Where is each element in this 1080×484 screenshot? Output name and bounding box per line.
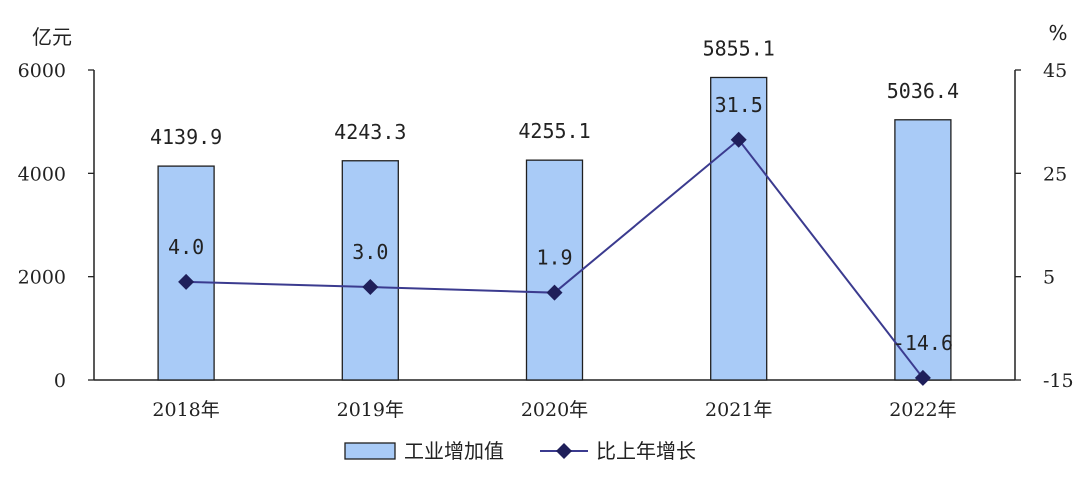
right-ticks: -15 5 25 45 xyxy=(1015,60,1074,392)
growth-value-label: 1.9 xyxy=(536,246,572,270)
bar-value-label: 4255.1 xyxy=(518,119,590,143)
growth-marker xyxy=(730,131,747,148)
bar-value-label: 5036.4 xyxy=(887,79,959,103)
legend-bar-label: 工业增加值 xyxy=(404,439,504,463)
bar xyxy=(525,159,584,381)
right-tick-label: 45 xyxy=(1043,60,1067,82)
legend: 工业增加值 比上年增长 xyxy=(344,439,696,463)
growth-marker xyxy=(362,279,379,295)
growth-line-layer: 4.0 3.0 1.9 31.5 -14.6 xyxy=(168,93,953,386)
x-tick-label: 2022年 xyxy=(889,399,956,421)
bar-value-label: 5855.1 xyxy=(703,36,775,60)
left-tick-label: 4000 xyxy=(18,163,66,185)
growth-value-label: -14.6 xyxy=(893,331,953,355)
growth-value-label: 31.5 xyxy=(715,93,763,117)
bar xyxy=(710,76,768,381)
right-tick-label: 25 xyxy=(1043,163,1067,185)
bar xyxy=(157,165,215,381)
bar-value-label: 4243.3 xyxy=(334,120,406,144)
x-tick-label: 2019年 xyxy=(337,399,404,421)
right-tick-label: -15 xyxy=(1043,370,1074,392)
legend-line-marker xyxy=(556,443,572,459)
left-ticks: 0 2000 4000 6000 xyxy=(18,60,94,392)
bars xyxy=(157,76,952,381)
growth-marker xyxy=(914,369,931,386)
left-tick-label: 6000 xyxy=(18,60,66,82)
left-axis-unit: 亿元 xyxy=(32,25,72,49)
growth-marker xyxy=(546,284,563,301)
legend-bar-swatch xyxy=(344,442,396,460)
legend-line-label: 比上年增长 xyxy=(596,439,696,463)
right-axis-unit: % xyxy=(1048,21,1067,45)
bar xyxy=(341,160,399,381)
left-tick-label: 0 xyxy=(54,370,66,392)
growth-value-label: 4.0 xyxy=(168,235,204,259)
x-tick-labels: 2018年 2019年 2020年 2021年 2022年 xyxy=(152,399,956,421)
left-tick-label: 2000 xyxy=(18,267,66,289)
growth-marker xyxy=(178,273,195,290)
bar xyxy=(894,119,952,381)
growth-value-label: 3.0 xyxy=(352,240,388,264)
x-tick-label: 2021年 xyxy=(705,399,772,421)
bar-value-labels: 4139.9 4243.3 4255.1 5855.1 5036.4 xyxy=(150,36,959,149)
right-tick-label: 5 xyxy=(1043,267,1055,289)
bar-value-label: 4139.9 xyxy=(150,125,222,149)
x-tick-label: 2020年 xyxy=(521,399,588,421)
x-tick-label: 2018年 xyxy=(152,399,219,421)
